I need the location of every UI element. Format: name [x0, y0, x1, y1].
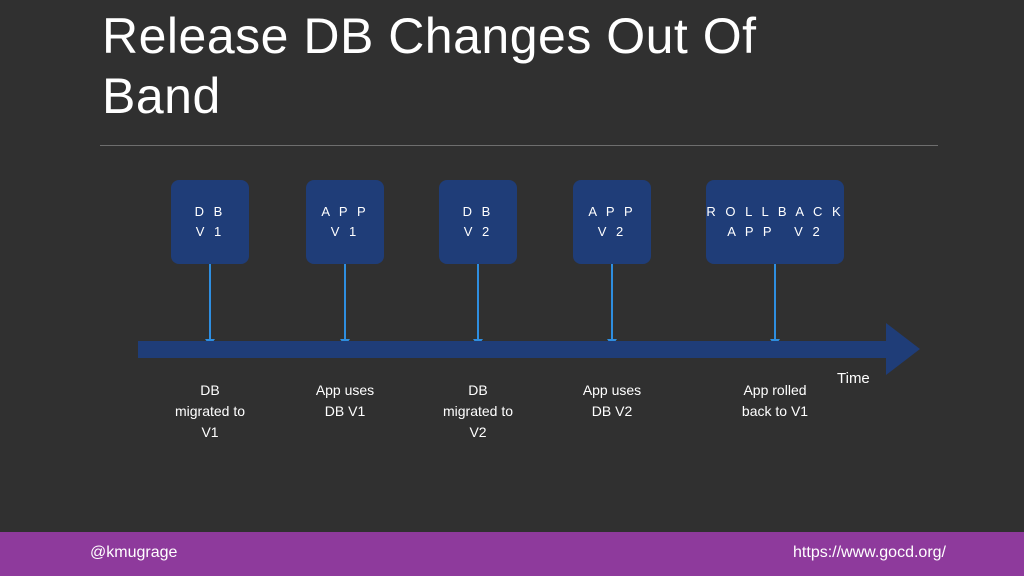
event-caption: App rolled back to V1	[741, 382, 809, 419]
footer-bar: @kmugrage https://www.gocd.org/	[0, 532, 1024, 576]
slide-title: Release DB Changes Out Of Band	[102, 8, 757, 124]
timeline-bar	[138, 341, 890, 358]
event-caption: DB migrated to V1	[174, 382, 246, 440]
event-box-app-v2: A P P V 2	[573, 180, 651, 264]
event-box-line1: R O L L B A C K	[706, 204, 844, 219]
title-divider	[100, 145, 938, 146]
event-box-line2: A P P V 2	[727, 224, 823, 239]
event-box-line2: V 2	[597, 224, 627, 239]
timeline-arrow-head	[886, 323, 920, 375]
event-box-line2: V 2	[463, 224, 493, 239]
event-arrow	[340, 264, 350, 346]
event-arrow	[473, 264, 483, 346]
event-caption: App uses DB V2	[582, 382, 642, 419]
author-handle: @kmugrage	[90, 544, 178, 561]
event-box-line1: D B	[194, 204, 226, 219]
event-arrow	[770, 264, 780, 346]
event-arrow	[607, 264, 617, 346]
event-box-rollback-app-v2: R O L L B A C K A P P V 2	[706, 180, 844, 264]
event-box-line2: V 1	[330, 224, 360, 239]
event-box-line1: D B	[462, 204, 494, 219]
event-box-app-v1: A P P V 1	[306, 180, 384, 264]
event-box-line1: A P P	[321, 204, 369, 219]
event-caption: App uses DB V1	[315, 382, 375, 419]
event-caption: DB migrated to V2	[442, 382, 514, 440]
time-label: Time	[837, 370, 870, 387]
event-box-db-v1: D B V 1	[171, 180, 249, 264]
event-box-line2: V 1	[195, 224, 225, 239]
event-box-db-v2: D B V 2	[439, 180, 517, 264]
event-arrow	[205, 264, 215, 346]
event-box-line1: A P P	[588, 204, 636, 219]
footer-url: https://www.gocd.org/	[793, 544, 946, 561]
